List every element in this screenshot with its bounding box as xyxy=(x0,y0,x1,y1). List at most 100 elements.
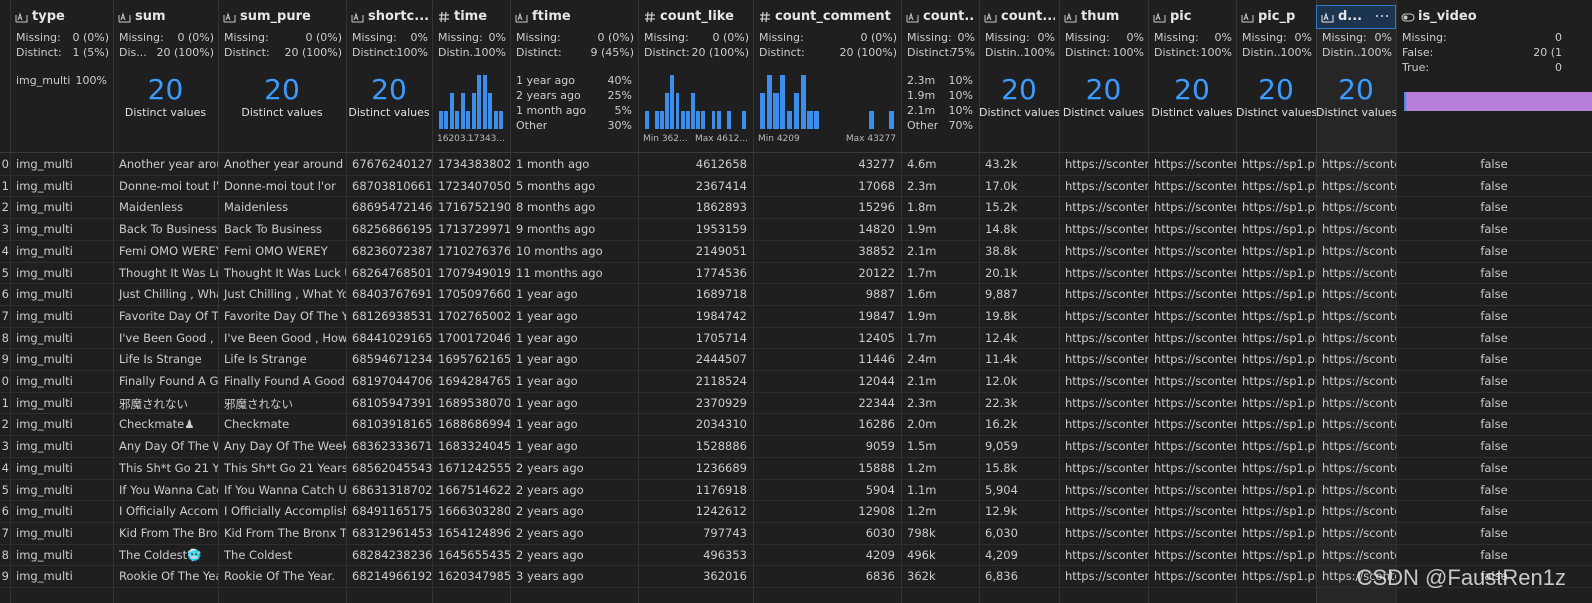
cell[interactable]: https://scontent xyxy=(1065,395,1148,410)
cell[interactable]: 1.9m xyxy=(907,222,937,237)
cell[interactable]: 496k xyxy=(907,547,936,562)
cell[interactable]: false xyxy=(1480,569,1508,584)
cell[interactable]: https://sconte xyxy=(1322,308,1396,323)
cell[interactable]: 1 year ago xyxy=(516,308,578,323)
cell[interactable]: 681059473917 xyxy=(352,395,432,410)
cell[interactable]: 1.1m xyxy=(907,482,937,497)
cell[interactable]: 12044 xyxy=(858,374,895,388)
cell[interactable]: 1 year ago xyxy=(516,439,578,454)
cell[interactable]: 38.8k xyxy=(985,243,1018,258)
cell[interactable]: https://sp1.pic xyxy=(1242,308,1316,323)
column-name[interactable]: shortc... xyxy=(368,9,428,24)
cell[interactable]: 9,059 xyxy=(985,439,1018,454)
cell[interactable]: Life Is Strange xyxy=(224,352,307,367)
cell[interactable]: 1734383802 xyxy=(438,157,510,171)
cell[interactable]: false xyxy=(1480,460,1508,475)
cell[interactable]: Just Chilling , What You xyxy=(224,287,346,302)
cell[interactable]: https://sconte xyxy=(1322,178,1396,193)
column-name[interactable]: count... xyxy=(1001,9,1055,24)
cell[interactable]: https://scontent xyxy=(1065,439,1148,454)
cell[interactable]: false xyxy=(1480,352,1508,367)
column-name[interactable]: time xyxy=(454,9,488,24)
cell[interactable]: 6,836 xyxy=(985,569,1018,584)
cell[interactable]: 15.2k xyxy=(985,200,1018,215)
cell[interactable]: 797743 xyxy=(703,525,747,540)
cell[interactable]: https://sconte xyxy=(1322,243,1396,258)
cell[interactable]: If You Wanna Catc xyxy=(119,482,218,497)
cell[interactable]: img_multi xyxy=(16,395,73,410)
cell[interactable]: 1620347985 xyxy=(438,569,510,584)
cell[interactable]: 684911651750 xyxy=(352,504,432,519)
cell[interactable]: https://sconte xyxy=(1322,200,1396,215)
cell[interactable]: 1 month ago xyxy=(516,157,590,171)
cell[interactable]: https://sp1.pic xyxy=(1242,265,1316,280)
cell[interactable]: https://scontent xyxy=(1154,482,1236,497)
cell[interactable]: 2.3m xyxy=(907,395,937,410)
cell[interactable]: Donne-moi tout l' xyxy=(119,178,218,193)
cell[interactable]: Just Chilling , Wha xyxy=(119,287,218,302)
cell[interactable]: https://sp1.pic xyxy=(1242,352,1316,367)
cell[interactable]: false xyxy=(1480,439,1508,454)
cell[interactable]: 1236689 xyxy=(695,460,747,475)
cell[interactable]: img_multi xyxy=(16,525,73,540)
cell[interactable]: https://sp1.pic xyxy=(1242,395,1316,410)
cell[interactable]: https://scontent xyxy=(1154,200,1236,215)
cell[interactable]: 1689718 xyxy=(695,287,747,302)
cell[interactable]: Rookie Of The Year. xyxy=(224,569,335,584)
cell[interactable]: https://scontent xyxy=(1154,569,1236,584)
cell[interactable]: Any Day Of The Week, I xyxy=(224,439,346,454)
cell[interactable]: 6836 xyxy=(865,569,895,584)
cell[interactable]: 1688686994 xyxy=(438,417,510,432)
cell[interactable]: https://sp1.pic xyxy=(1242,525,1316,540)
cell[interactable]: https://sconte xyxy=(1322,352,1396,367)
cell[interactable]: https://sp1.pic xyxy=(1242,569,1316,584)
cell[interactable]: Another year arou xyxy=(119,157,218,171)
cell[interactable]: 1862893 xyxy=(695,200,747,215)
cell[interactable]: 2.3m xyxy=(907,178,937,193)
cell[interactable]: Back To Business xyxy=(119,222,218,237)
cell[interactable]: https://scontent xyxy=(1065,200,1148,215)
cell[interactable]: false xyxy=(1480,547,1508,562)
cell[interactable]: 1695762165 xyxy=(438,352,510,367)
cell[interactable]: https://sp1.pic xyxy=(1242,504,1316,519)
cell[interactable]: 1.7m xyxy=(907,330,937,345)
cell[interactable]: https://sp1.pic xyxy=(1242,178,1316,193)
cell[interactable]: false xyxy=(1480,287,1508,302)
cell[interactable]: img_multi xyxy=(16,222,73,237)
cell[interactable]: 6,030 xyxy=(985,525,1018,540)
cell[interactable]: 1 year ago xyxy=(516,374,578,388)
cell[interactable]: 682360723870 xyxy=(352,243,432,258)
cell[interactable]: 9 months ago xyxy=(516,222,596,237)
cell[interactable]: Checkmate xyxy=(224,417,290,432)
cell[interactable]: 12.9k xyxy=(985,504,1018,519)
cell[interactable]: 1 year ago xyxy=(516,395,578,410)
cell[interactable]: https://sconte xyxy=(1322,482,1396,497)
cell[interactable]: https://sp1.pic xyxy=(1242,417,1316,432)
cell[interactable]: 12.0k xyxy=(985,374,1018,388)
cell[interactable]: 1.2m xyxy=(907,460,937,475)
cell[interactable]: 4209 xyxy=(865,547,895,562)
cell[interactable]: 8 months ago xyxy=(516,200,596,215)
cell[interactable]: 682647685012 xyxy=(352,265,432,280)
cell[interactable]: 5 months ago xyxy=(516,178,596,193)
cell[interactable]: 19847 xyxy=(858,308,895,323)
cell[interactable]: 38852 xyxy=(858,243,895,258)
cell[interactable]: img_multi xyxy=(16,352,73,367)
cell[interactable]: Donne-moi tout l'or xyxy=(224,178,336,193)
cell[interactable]: 12908 xyxy=(858,504,895,519)
cell[interactable]: 682149661922 xyxy=(352,569,432,584)
cell[interactable]: Any Day Of The W xyxy=(119,439,218,454)
cell[interactable]: 2149051 xyxy=(695,243,747,258)
cell[interactable]: 683129614535 xyxy=(352,525,432,540)
cell[interactable]: 17068 xyxy=(858,178,895,193)
cell[interactable]: 14820 xyxy=(858,222,895,237)
cell[interactable]: https://scontent xyxy=(1065,417,1148,432)
cell[interactable]: https://sconte xyxy=(1322,439,1396,454)
cell[interactable]: 681039181654 xyxy=(352,417,432,432)
cell[interactable]: 2.1m xyxy=(907,243,937,258)
cell[interactable]: https://scontent xyxy=(1154,222,1236,237)
cell[interactable]: 邪魔されない xyxy=(119,396,188,411)
cell[interactable]: img_multi xyxy=(16,243,73,258)
cell[interactable]: 362016 xyxy=(703,569,747,584)
cell[interactable]: img_multi xyxy=(16,482,73,497)
